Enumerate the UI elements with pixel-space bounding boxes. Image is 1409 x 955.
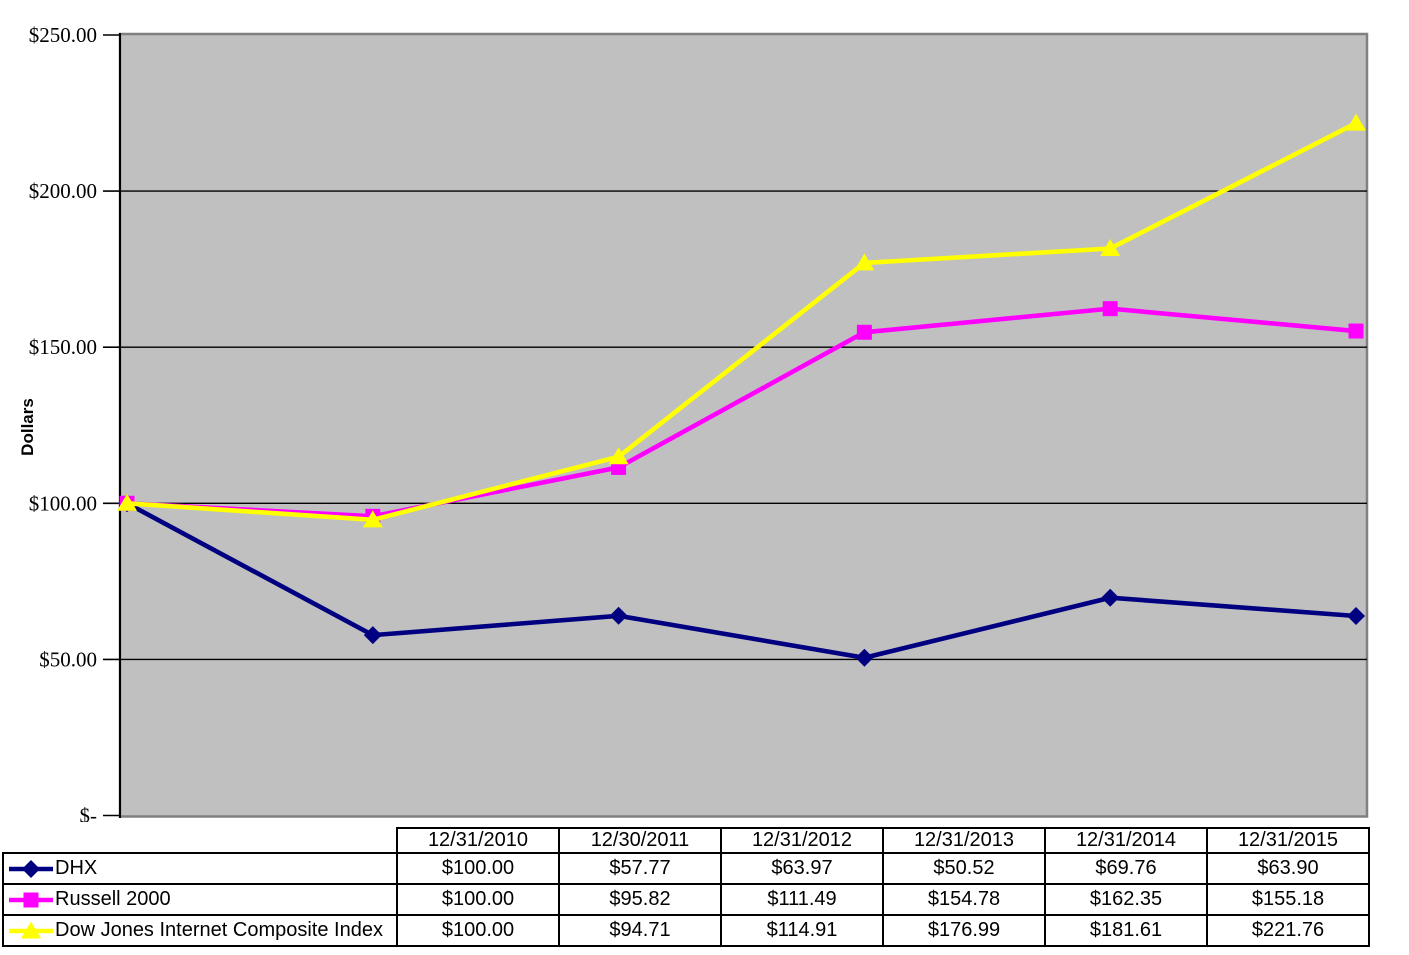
date-header-cell: 12/31/2013 <box>882 827 1046 854</box>
diamond-marker <box>855 648 874 667</box>
plot-area <box>118 32 1369 818</box>
performance-data-table: 12/31/2010 12/30/2011 12/31/2012 12/31/2013… <box>2 827 1370 947</box>
triangle-marker <box>117 493 137 511</box>
value-cell: $176.99 <box>882 914 1046 947</box>
square-marker <box>1348 323 1364 339</box>
y-tick-label: $100.00 <box>29 491 97 515</box>
value-cell: $111.49 <box>720 883 884 916</box>
series-dow-jones-internet-composite-index <box>117 113 1366 528</box>
series-line-dhx <box>124 500 1359 661</box>
series-name: Dow Jones Internet Composite Index <box>55 919 383 941</box>
table-row: DHX $100.00 $57.77 $63.97 $50.52 $69.76 $63.90 <box>2 852 1370 885</box>
value-cell: $100.00 <box>396 852 560 885</box>
y-axis-tick-labels: $250.00 $200.00 $150.00 $100.00 $50.00 $- <box>29 23 97 822</box>
y-tick-label: $200.00 <box>29 179 97 203</box>
legend-diamond-icon <box>9 859 53 878</box>
value-cell: $63.97 <box>720 852 884 885</box>
table-row: Dow Jones Internet Composite Index $100.0… <box>2 914 1370 947</box>
value-cell: $63.90 <box>1206 852 1370 885</box>
legend-marker <box>23 892 39 907</box>
legend-marker <box>22 859 40 878</box>
y-axis-title: Dollars <box>18 398 37 456</box>
value-cell: $100.00 <box>396 883 560 916</box>
y-tick-label: $250.00 <box>29 23 97 47</box>
square-marker <box>1102 301 1118 317</box>
date-header-cell: 12/31/2015 <box>1206 827 1370 854</box>
value-cell: $154.78 <box>882 883 1046 916</box>
value-cell: $94.71 <box>558 914 722 947</box>
value-cell: $69.76 <box>1044 852 1208 885</box>
date-header-cell: 12/31/2012 <box>720 827 884 854</box>
performance-chart: $250.00 $200.00 $150.00 $100.00 $50.00 $- Dol… <box>18 23 1369 822</box>
series-lines <box>117 113 1366 667</box>
diamond-marker <box>609 606 628 625</box>
legend-triangle-icon <box>9 921 53 938</box>
diamond-marker <box>363 626 382 645</box>
legend-entry: Dow Jones Internet Composite Index <box>5 919 395 942</box>
diamond-marker <box>1347 607 1365 626</box>
date-header-cell: 12/30/2011 <box>558 827 722 854</box>
plot-background <box>120 34 1367 817</box>
y-axis <box>103 33 121 818</box>
legend-cell: Russell 2000 <box>2 883 398 916</box>
triangle-marker <box>854 253 875 271</box>
series-line-russell-2000 <box>124 306 1359 519</box>
diamond-marker <box>1101 588 1120 607</box>
y-tick-label: $50.00 <box>39 647 97 671</box>
value-cell: $155.18 <box>1206 883 1370 916</box>
table-header-row: 12/31/2010 12/30/2011 12/31/2012 12/31/2013… <box>3 827 1370 854</box>
value-cell: $95.82 <box>558 883 722 916</box>
series-name: DHX <box>55 857 98 879</box>
triangle-marker <box>1346 113 1366 131</box>
table-row: Russell 2000 $100.00 $95.82 $111.49 $154.78 $… <box>2 883 1370 916</box>
date-header-cell: 12/31/2014 <box>1044 827 1208 854</box>
legend-entry: Russell 2000 <box>5 888 395 911</box>
gridlines <box>120 190 1367 661</box>
square-marker <box>856 324 872 340</box>
y-tick-label: $- <box>80 804 98 823</box>
value-cell: $162.35 <box>1044 883 1208 916</box>
table-corner-cell <box>3 828 397 853</box>
legend-square-icon <box>9 892 53 907</box>
legend-cell: DHX <box>2 852 398 885</box>
series-line-dow-jones-internet-composite-index <box>124 120 1359 523</box>
series-name: Russell 2000 <box>55 888 171 910</box>
triangle-marker <box>608 447 629 465</box>
value-cell: $181.61 <box>1044 914 1208 947</box>
value-cell: $221.76 <box>1206 914 1370 947</box>
legend-cell: Dow Jones Internet Composite Index <box>2 914 398 947</box>
value-cell: $100.00 <box>396 914 560 947</box>
legend-marker <box>21 921 41 938</box>
triangle-marker <box>362 510 383 528</box>
y-tick-label: $150.00 <box>29 335 97 359</box>
value-cell: $114.91 <box>720 914 884 947</box>
legend-entry: DHX <box>5 857 395 880</box>
value-cell: $50.52 <box>882 852 1046 885</box>
date-header-cell: 12/31/2010 <box>396 827 560 854</box>
triangle-marker <box>1100 239 1121 257</box>
value-cell: $57.77 <box>558 852 722 885</box>
